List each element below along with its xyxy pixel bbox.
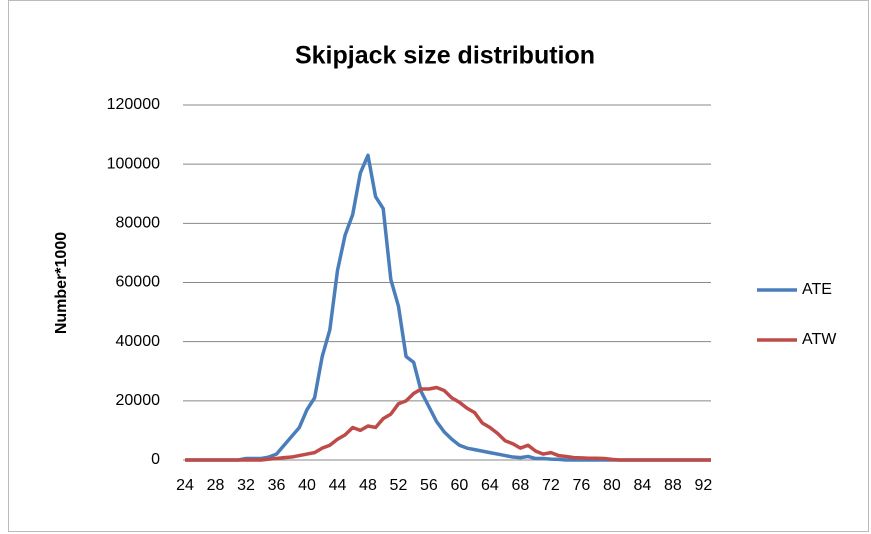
legend-label: ATW bbox=[802, 331, 837, 348]
x-tick-label: 24 bbox=[176, 477, 194, 494]
x-tick-label: 32 bbox=[237, 477, 255, 494]
x-tick-label: 76 bbox=[573, 477, 591, 494]
x-tick-label: 40 bbox=[298, 477, 316, 494]
x-tick-label: 80 bbox=[603, 477, 621, 494]
x-tick-label: 48 bbox=[359, 477, 377, 494]
x-tick-label: 64 bbox=[481, 477, 499, 494]
y-tick-label: 0 bbox=[151, 451, 160, 468]
data-line bbox=[185, 385, 711, 462]
x-tick-label: 68 bbox=[512, 477, 530, 494]
y-tick-label: 20000 bbox=[116, 392, 161, 409]
x-tick-label: 72 bbox=[542, 477, 560, 494]
x-tick-label: 36 bbox=[268, 477, 286, 494]
y-tick-label: 100000 bbox=[107, 155, 160, 172]
x-tick-label: 60 bbox=[451, 477, 469, 494]
chart-title: Skipjack size distribution bbox=[295, 42, 595, 70]
x-tick-label: 56 bbox=[420, 477, 438, 494]
y-axis-label: Number*1000 bbox=[53, 232, 70, 334]
legend-label: ATE bbox=[802, 281, 832, 298]
y-tick-label: 40000 bbox=[116, 333, 161, 350]
chart-frame bbox=[8, 0, 869, 532]
x-tick-label: 28 bbox=[207, 477, 225, 494]
y-tick-label: 80000 bbox=[116, 215, 161, 232]
x-tick-label: 52 bbox=[390, 477, 408, 494]
x-tick-label: 84 bbox=[633, 477, 651, 494]
x-tick-label: 44 bbox=[329, 477, 347, 494]
y-tick-label: 60000 bbox=[116, 274, 161, 291]
y-tick-label: 120000 bbox=[107, 96, 160, 113]
x-tick-label: 88 bbox=[664, 477, 682, 494]
x-tick-label: 92 bbox=[694, 477, 712, 494]
